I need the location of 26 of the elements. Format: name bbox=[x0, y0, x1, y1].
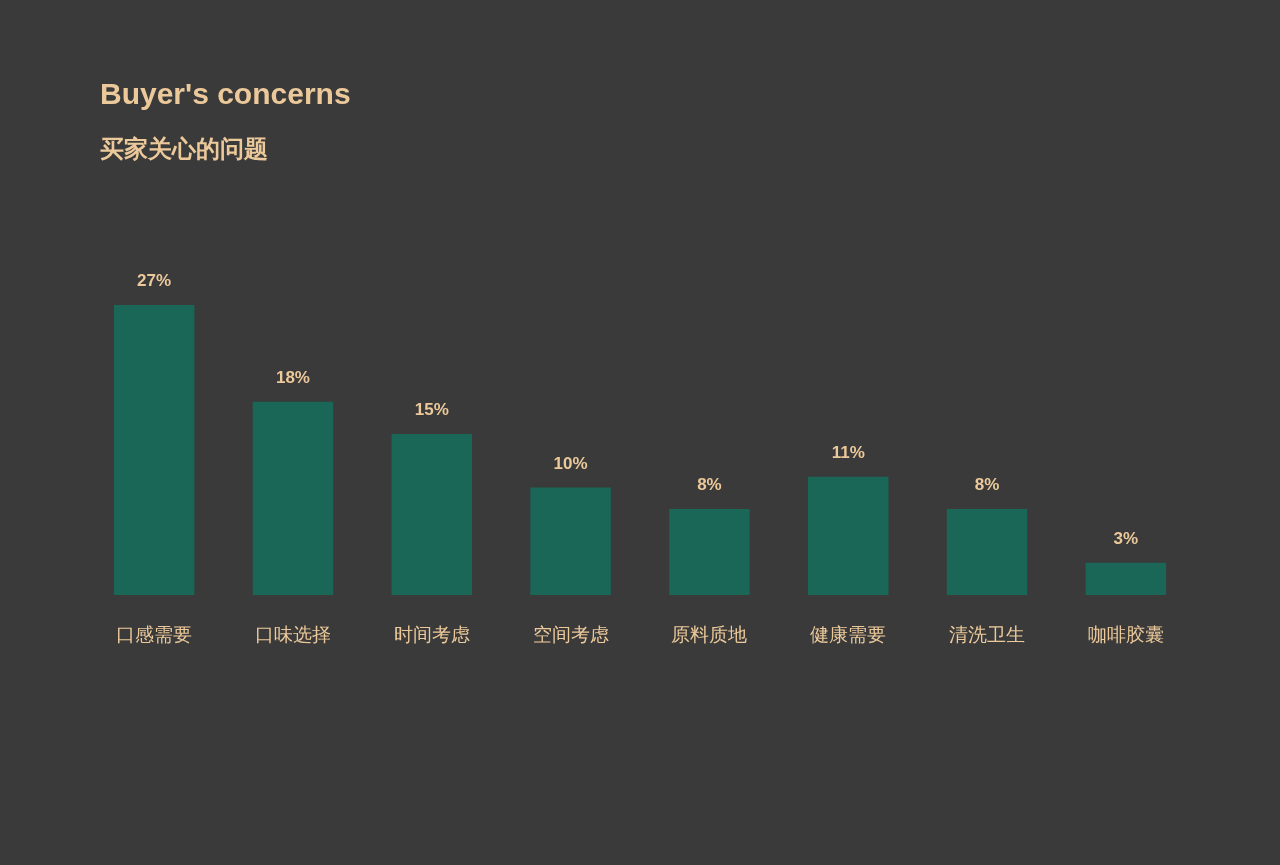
x-tick-label: 口感需要 bbox=[116, 623, 193, 645]
bar bbox=[530, 487, 611, 595]
data-label: 27% bbox=[137, 271, 172, 290]
bar bbox=[946, 509, 1028, 595]
data-label: 15% bbox=[414, 399, 449, 419]
x-tick-label: 时间考虑 bbox=[393, 623, 470, 645]
x-tick-label: 口味选择 bbox=[254, 623, 331, 645]
data-label: 3% bbox=[1113, 528, 1139, 548]
data-label: 10% bbox=[553, 453, 588, 473]
x-tick-label: 空间考虑 bbox=[532, 623, 609, 645]
x-tick-label: 健康需要 bbox=[810, 623, 887, 645]
bar bbox=[669, 509, 750, 595]
x-tick-label: 原料质地 bbox=[671, 623, 748, 645]
bar bbox=[113, 305, 195, 595]
bar bbox=[807, 476, 889, 595]
chart-subtitle: 买家关心的问题 bbox=[100, 135, 268, 162]
x-tick-label: 咖啡胶囊 bbox=[1087, 623, 1164, 645]
x-tick-label: 清洗卫生 bbox=[949, 623, 1026, 645]
bar bbox=[391, 433, 473, 595]
bar bbox=[252, 401, 334, 595]
data-label: 8% bbox=[697, 475, 722, 495]
data-label: 18% bbox=[275, 367, 310, 387]
bar bbox=[1085, 562, 1167, 595]
data-label: 8% bbox=[974, 475, 1000, 495]
chart-title: Buyer's concerns bbox=[100, 77, 351, 110]
data-label: 11% bbox=[831, 442, 865, 462]
